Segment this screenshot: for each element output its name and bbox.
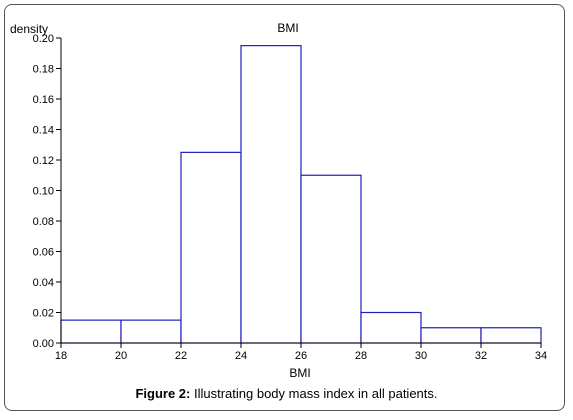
y-tick-label: 0.08 <box>33 216 54 228</box>
histogram-bar <box>180 151 242 344</box>
y-tick-label: 0.06 <box>33 247 54 259</box>
histogram-bar <box>480 327 542 344</box>
histogram-bar <box>60 319 122 344</box>
caption-text: Illustrating body mass index in all pati… <box>190 386 438 401</box>
x-tick-label: 24 <box>235 350 247 362</box>
y-tick-label: 0.00 <box>33 338 54 350</box>
x-tick-label: 30 <box>415 350 427 362</box>
x-tick-label: 26 <box>295 350 307 362</box>
y-axis-title: density <box>10 22 48 36</box>
chart-title: BMI <box>277 21 298 35</box>
histogram-bar <box>300 174 362 344</box>
axes: 0.00 0.02 0.04 0.06 0.08 0.10 0.12 0.14 0.16 0.18… <box>33 33 548 362</box>
x-tick-label: 28 <box>355 350 367 362</box>
histogram-bar <box>240 45 302 344</box>
bars <box>60 45 542 344</box>
y-tick-label: 0.18 <box>33 64 54 76</box>
x-tick-label: 32 <box>475 350 487 362</box>
histogram-bar <box>420 327 482 344</box>
x-tick-label: 18 <box>55 350 67 362</box>
x-tick-label: 22 <box>175 350 187 362</box>
y-tick-label: 0.04 <box>33 277 54 289</box>
histogram-bar <box>120 319 182 344</box>
y-tick-label: 0.14 <box>33 125 54 137</box>
x-tick-label: 34 <box>535 350 547 362</box>
x-axis-title: BMI <box>289 366 310 380</box>
x-tick-label: 20 <box>115 350 127 362</box>
y-tick-label: 0.16 <box>33 94 54 106</box>
y-tick-label: 0.20 <box>33 33 54 45</box>
histogram-bar <box>360 311 422 344</box>
y-tick-label: 0.02 <box>33 308 54 320</box>
histogram-chart: BMI density BMI 0.00 0.02 0.04 0.06 0.08 0.10… <box>10 21 548 380</box>
caption-label: Figure 2: <box>135 386 191 401</box>
y-tick-label: 0.10 <box>33 186 54 198</box>
figure-caption: Figure 2: Illustrating body mass index i… <box>0 386 573 401</box>
y-tick-label: 0.12 <box>33 155 54 167</box>
